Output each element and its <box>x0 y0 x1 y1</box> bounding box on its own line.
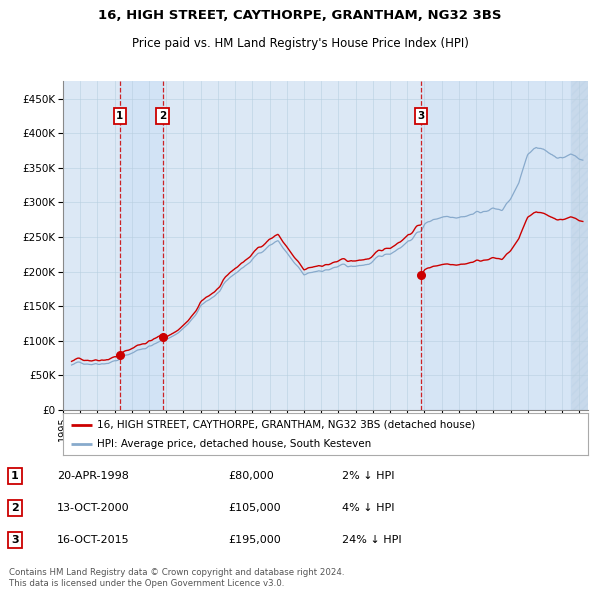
Text: 1: 1 <box>11 471 19 481</box>
Bar <box>421 81 571 410</box>
Text: 3: 3 <box>417 111 424 121</box>
Text: 4% ↓ HPI: 4% ↓ HPI <box>342 503 395 513</box>
Text: 20-APR-1998: 20-APR-1998 <box>57 471 129 481</box>
Text: 2: 2 <box>159 111 166 121</box>
Text: 3: 3 <box>11 535 19 545</box>
Text: 13-OCT-2000: 13-OCT-2000 <box>57 503 130 513</box>
Bar <box>571 81 600 410</box>
Text: HPI: Average price, detached house, South Kesteven: HPI: Average price, detached house, Sout… <box>97 440 371 450</box>
Text: Contains HM Land Registry data © Crown copyright and database right 2024.: Contains HM Land Registry data © Crown c… <box>9 568 344 576</box>
Text: £105,000: £105,000 <box>228 503 281 513</box>
Text: 16-OCT-2015: 16-OCT-2015 <box>57 535 130 545</box>
Bar <box>120 81 163 410</box>
Text: 16, HIGH STREET, CAYTHORPE, GRANTHAM, NG32 3BS: 16, HIGH STREET, CAYTHORPE, GRANTHAM, NG… <box>98 9 502 22</box>
Text: £80,000: £80,000 <box>228 471 274 481</box>
Text: 1: 1 <box>116 111 124 121</box>
Text: 24% ↓ HPI: 24% ↓ HPI <box>342 535 401 545</box>
Text: £195,000: £195,000 <box>228 535 281 545</box>
Text: Price paid vs. HM Land Registry's House Price Index (HPI): Price paid vs. HM Land Registry's House … <box>131 37 469 50</box>
Text: This data is licensed under the Open Government Licence v3.0.: This data is licensed under the Open Gov… <box>9 579 284 588</box>
Text: 2% ↓ HPI: 2% ↓ HPI <box>342 471 395 481</box>
Text: 16, HIGH STREET, CAYTHORPE, GRANTHAM, NG32 3BS (detached house): 16, HIGH STREET, CAYTHORPE, GRANTHAM, NG… <box>97 420 475 430</box>
Text: 2: 2 <box>11 503 19 513</box>
